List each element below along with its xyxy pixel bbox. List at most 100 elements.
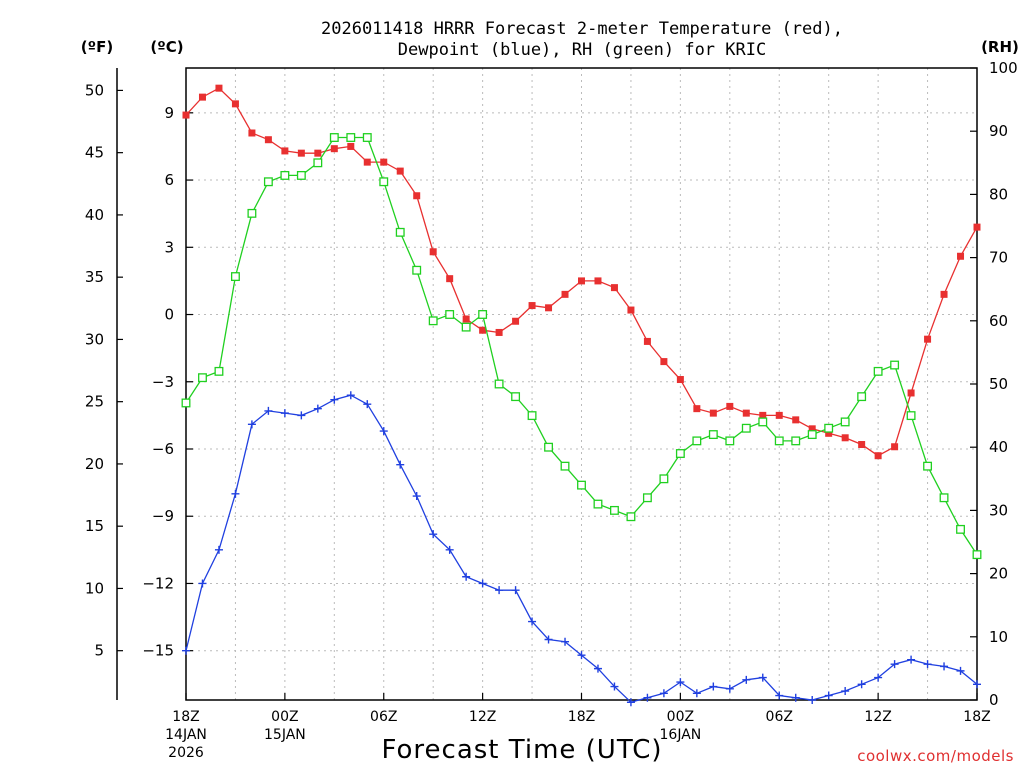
dewpoint-point [775, 691, 784, 700]
rh-point [906, 411, 916, 421]
rh-series [181, 133, 982, 560]
plot-frame [185, 67, 978, 701]
dewpoint-point [808, 696, 817, 704]
rh-point [791, 436, 801, 446]
rh-point [263, 177, 273, 187]
rh-point [725, 436, 735, 446]
rh-point [247, 208, 257, 218]
temperature-point [462, 315, 470, 323]
temperature-point [643, 337, 651, 345]
rh-point [511, 392, 521, 402]
dewpoint-series [182, 391, 981, 707]
rh-point [379, 177, 389, 187]
rh-point [675, 449, 685, 458]
temperature-point [528, 302, 536, 310]
temperature-point [610, 284, 618, 292]
temperature-point [808, 425, 816, 433]
rh-point [346, 133, 356, 142]
chart-title-line1: 2026011418 HRRR Forecast 2-meter Tempera… [321, 19, 843, 39]
rh-point [577, 480, 586, 490]
dewpoint-point [462, 572, 471, 581]
temperature-point [363, 158, 371, 166]
tick-labels: 50454035302520151059630−3−6−9−12−1510090… [85, 59, 1018, 761]
x-tick-label: 00Z [271, 709, 298, 725]
dewpoint-point [940, 662, 949, 671]
rh-point [329, 133, 339, 142]
temperature-point [594, 277, 602, 285]
rh-point [626, 512, 636, 522]
dewpoint-point [824, 691, 833, 700]
rh-point [923, 461, 933, 471]
celsius-tick-label: 3 [164, 238, 174, 256]
dewpoint-point [890, 660, 899, 669]
rh-point [692, 436, 702, 446]
dewpoint-point [198, 579, 207, 588]
rh-tick-label: 70 [989, 249, 1008, 267]
celsius-tick-label: −3 [152, 373, 174, 391]
temperature-point [281, 147, 289, 155]
temperature-point [858, 441, 866, 449]
dewpoint-point [742, 675, 751, 684]
temperature-point [973, 223, 981, 231]
temperature-point [759, 411, 767, 419]
fahrenheit-tick-label: 5 [94, 642, 104, 660]
celsius-tick-label: 0 [164, 306, 174, 324]
dewpoint-point [330, 395, 339, 404]
rh-point [642, 493, 652, 503]
x-tick-label: 18Z [172, 709, 199, 725]
dewpoint-point [264, 406, 273, 415]
temperature-point [578, 277, 585, 285]
rh-point [412, 265, 422, 275]
temperature-point [314, 149, 322, 157]
dewpoint-point [231, 489, 240, 498]
temperature-point [561, 290, 569, 298]
rh-point [181, 398, 191, 408]
rh-point [527, 411, 537, 421]
rh-point [280, 170, 290, 180]
rh-tick-label: 80 [989, 185, 1008, 203]
temperature-point [709, 409, 717, 417]
rh-point [857, 392, 867, 402]
rh-tick-label: 100 [989, 59, 1018, 77]
dewpoint-point [626, 698, 635, 707]
temperature-point [330, 145, 338, 153]
dewpoint-point [280, 409, 289, 418]
celsius-tick-label: −6 [152, 440, 174, 458]
dewpoint-point [182, 646, 190, 655]
rh-tick-label: 40 [989, 438, 1008, 456]
rh-point [313, 158, 323, 168]
rh-point [873, 366, 883, 376]
rh-point [461, 322, 471, 332]
dewpoint-point [544, 635, 553, 644]
dewpoint-point [725, 684, 734, 693]
x-tick-label: 2026 [168, 745, 204, 761]
rh-point [807, 430, 817, 440]
rh-point [939, 493, 949, 503]
temperature-point [231, 100, 239, 108]
fahrenheit-tick-label: 45 [85, 144, 104, 162]
temperature-point [693, 405, 701, 413]
x-tick-label: 14JAN [165, 727, 207, 743]
fahrenheit-tick-label: 20 [85, 455, 104, 473]
temperature-point [957, 252, 965, 260]
rh-point [362, 133, 372, 142]
temperature-point [512, 317, 520, 325]
dewpoint-point [973, 680, 981, 689]
dewpoint-point [923, 660, 932, 669]
dewpoint-point [643, 693, 652, 702]
temperature-point [891, 443, 899, 451]
temperature-point [907, 389, 915, 397]
rh-point [840, 417, 850, 427]
dewpoint-point [247, 420, 256, 429]
temperature-point [742, 409, 750, 417]
temperature-point [726, 402, 734, 410]
rh-tick-label: 50 [989, 375, 1008, 393]
dewpoint-point [709, 682, 718, 691]
dewpoint-point [363, 400, 372, 409]
temperature-point [182, 111, 190, 119]
dewpoint-point [857, 680, 866, 689]
fahrenheit-tick-label: 15 [85, 517, 104, 535]
rh-point [956, 524, 965, 534]
temperature-point [248, 129, 256, 137]
temperature-point [940, 290, 948, 298]
